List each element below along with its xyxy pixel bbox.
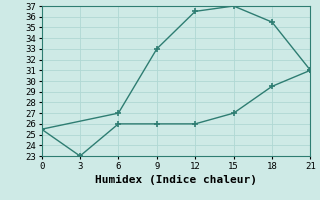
X-axis label: Humidex (Indice chaleur): Humidex (Indice chaleur) bbox=[95, 175, 257, 185]
